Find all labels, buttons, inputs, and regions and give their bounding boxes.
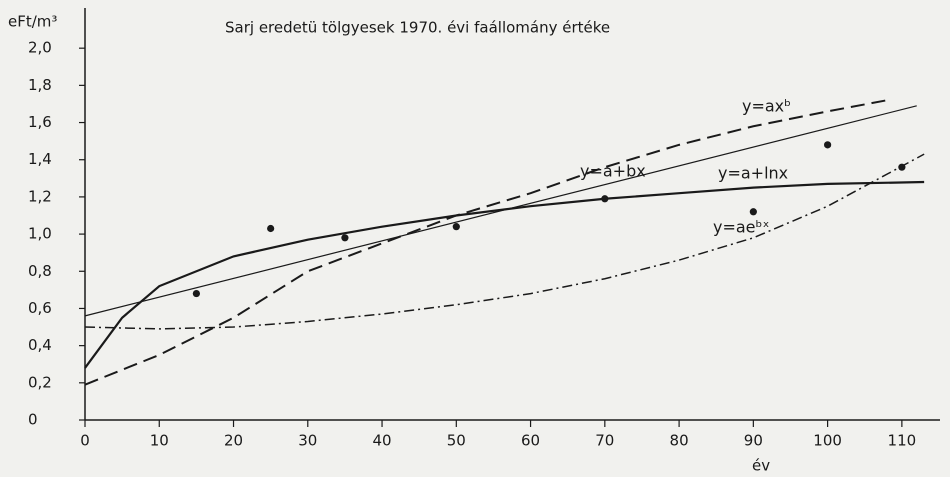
x-tick-label: 100 xyxy=(813,432,842,450)
y-tick-label: 1,2 xyxy=(28,187,52,205)
x-axis-label: év xyxy=(752,457,770,475)
y-tick-label: 0,6 xyxy=(28,299,52,317)
y-tick-label: 1,6 xyxy=(28,113,52,131)
fit-curve xyxy=(84,180,925,369)
data-point xyxy=(267,224,275,233)
x-tick-label: 50 xyxy=(447,432,466,450)
data-point xyxy=(824,141,832,149)
y-tick-label: 1,4 xyxy=(28,150,52,168)
y-tick-label: 1,8 xyxy=(28,76,52,94)
x-tick-label: 40 xyxy=(372,432,391,450)
x-tick-label: 90 xyxy=(744,432,763,450)
y-axis-label: eFt/m³ xyxy=(8,13,57,31)
x-tick-label: 20 xyxy=(224,432,243,450)
data-point xyxy=(452,223,460,231)
x-tick-label: 30 xyxy=(298,432,317,450)
data-point xyxy=(341,234,349,242)
curve-label: y=axᵇ xyxy=(742,97,791,116)
chart-title: Sarj eredetü tölgyesek 1970. évi faállom… xyxy=(225,19,610,37)
x-tick-label: 70 xyxy=(595,432,614,450)
data-point xyxy=(601,195,609,203)
data-point xyxy=(749,208,757,216)
y-tick-label: 2,0 xyxy=(28,39,52,57)
y-tick-label: 1,0 xyxy=(28,225,52,243)
x-tick-label: 60 xyxy=(521,432,540,450)
y-tick-label: 0,8 xyxy=(28,262,52,280)
x-tick-label: 10 xyxy=(150,432,169,450)
curve-label: y=a+lnx xyxy=(718,164,788,183)
y-tick-label: 0,2 xyxy=(28,373,52,391)
data-point xyxy=(898,163,906,171)
x-tick-label: 0 xyxy=(80,432,90,450)
curve-label: y=a+bx xyxy=(580,162,646,181)
x-tick-label: 80 xyxy=(670,432,689,450)
data-point xyxy=(192,289,200,298)
y-tick-label: 0 xyxy=(28,411,38,429)
y-tick-label: 0,4 xyxy=(28,336,52,354)
x-tick-label: 110 xyxy=(888,432,917,450)
curve-label: y=aeᵇˣ xyxy=(713,218,769,237)
fit-curve xyxy=(84,99,888,386)
